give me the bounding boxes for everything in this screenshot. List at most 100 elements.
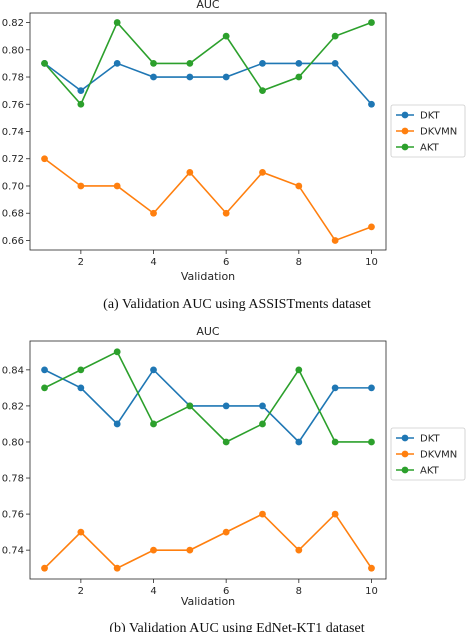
chart-a-akt-point [186,59,194,67]
chart-a-legend: DKT DKVMN AKT [390,104,466,158]
chart-b-akt-point [113,348,121,356]
chart-a-xtick-label: 8 [296,257,302,268]
chart-a-dkt-point [368,100,375,108]
chart-a-ytick-label: 0.82 [2,18,24,29]
chart-a-legend-akt-marker [401,143,409,151]
chart-b-akt-point [186,402,194,410]
chart-b-dkt-point [77,384,85,392]
chart-a-akt-point [41,59,48,67]
chart-b-xlabel: Validation [181,595,235,608]
chart-a-akt-point [295,73,303,81]
chart-b-dkvmn-point [150,546,157,554]
chart-b-dkt-point [41,366,48,374]
chart-a-ytick-label: 0.72 [2,154,24,165]
chart-a-dkvmn-point [259,168,266,176]
chart-a-akt-point [259,87,266,95]
chart-a-xtick-label: 2 [78,257,84,268]
chart-a-caption: (a) Validation AUC using ASSISTments dat… [103,297,371,312]
chart-a-dkt-point [150,73,157,81]
chart-b-xtick-label: 10 [365,586,378,597]
chart-a-dkt-point [259,59,266,67]
chart-b-akt-line [44,350,372,443]
chart-a-ytick-label: 0.80 [2,45,24,56]
chart-b-dkvmn-point [41,564,48,572]
chart-b-legend-dkvmn-marker [401,450,409,458]
chart-a-legend-dkt-label: DKT [420,111,440,122]
chart-b-dkt-point [295,438,303,446]
chart-a-akt-point [222,32,230,40]
chart-a-ytick-label: 0.70 [2,181,24,192]
chart-a-akt-point [77,100,85,108]
chart-a-xtick-label: 6 [223,257,229,268]
chart-b-akt-point [331,438,339,446]
chart-b-ytick-label: 0.74 [2,546,24,557]
chart-a-ytick-label: 0.74 [2,127,24,138]
chart-b-legend-akt-marker [401,466,409,474]
chart-b-xtick-label: 4 [150,586,156,597]
chart-b-ytick-label: 0.78 [2,474,24,485]
chart-b-dkvmn-point [77,528,85,536]
chart-b-legend-akt-label: AKT [420,466,440,477]
chart-a-ytick-label: 0.78 [2,73,24,84]
chart-a-legend-dkvmn-marker [401,127,409,135]
chart-a-dkvmn-point [41,155,48,163]
chart-a: AUC 0.66 0.68 0.70 0.72 0.74 0.76 0.78 0.80 0.82… [2,0,466,312]
chart-a-dkt-line [44,62,373,105]
chart-a-dkt-point [113,59,121,67]
chart-b-ytick-label: 0.80 [2,437,24,448]
chart-b-akt-point [368,438,375,446]
chart-a-legend-dkt-marker [401,111,409,119]
chart-a-xtick-label: 10 [365,257,378,268]
chart-b-dkvmn-point [186,546,194,554]
chart-a-dkvmn-point [331,237,339,244]
chart-b-ytick-label: 0.82 [2,401,24,412]
chart-b-akt-point [259,420,266,428]
chart-b-dkt-line [44,368,372,444]
chart-a-y-axis: 0.66 0.68 0.70 0.72 0.74 0.76 0.78 0.80 0.82 [2,18,30,247]
chart-a-dkvmn-point [222,209,230,217]
chart-b-akt-point [77,366,85,374]
chart-a-dkvmn-point [113,182,121,190]
chart-a-x-axis: 2 4 6 8 10 [78,250,378,268]
chart-b-dkt-point [113,420,121,428]
chart-a-xlabel: Validation [181,270,235,283]
chart-a-series-group [41,19,375,244]
chart-b-xtick-label: 6 [223,586,229,597]
chart-b-akt-point [41,384,48,392]
chart-a-dkvmn-point [150,209,157,217]
chart-a-akt-line [43,21,372,106]
chart-a-dkvmn-point [77,182,85,190]
chart-b-dkvmn-point [113,564,121,572]
chart-b: AUC 0.74 0.76 0.78 0.80 0.82 0.84 2 4 6 8 10 Vali… [2,325,466,632]
chart-a-dkvmn-line [44,158,372,242]
chart-a-akt-point [368,19,375,26]
chart-a-dkvmn-point [186,168,194,176]
chart-a-legend-dkvmn-label: DKVMN [420,127,457,138]
chart-b-dkvmn-line [43,512,373,570]
chart-b-series-group [41,348,375,572]
chart-b-dkvmn-point [259,510,266,518]
chart-b-x-axis: 2 4 6 8 10 [78,579,378,597]
chart-b-y-axis: 0.74 0.76 0.78 0.80 0.82 0.84 [2,365,30,557]
chart-b-dkvmn-point [331,510,339,518]
chart-b-dkt-point [259,402,266,410]
chart-b-caption: (b) Validation AUC using EdNet-KT1 datas… [109,621,364,632]
chart-a-dkt-point [186,73,194,81]
chart-a-dkt-point [77,87,85,95]
chart-a-ytick-label: 0.66 [2,236,24,247]
chart-b-legend-dkvmn-label: DKVMN [420,450,457,461]
chart-b-legend-dkt-marker [401,434,409,442]
chart-b-dkt-point [222,402,230,410]
chart-a-akt-point [331,32,339,40]
chart-b-dkt-point [150,366,157,374]
chart-a-legend-akt-label: AKT [420,143,440,154]
chart-a-ytick-label: 0.68 [2,209,24,220]
chart-b-legend-box [390,427,466,481]
chart-a-akt-point [113,19,121,26]
chart-b-akt-point [295,366,303,374]
chart-b-dkvmn-point [295,546,303,554]
chart-b-title: AUC [196,325,220,338]
chart-a-dkvmn-point [295,182,303,190]
chart-b-dkt-point [368,384,375,392]
chart-b-xtick-label: 2 [78,586,84,597]
